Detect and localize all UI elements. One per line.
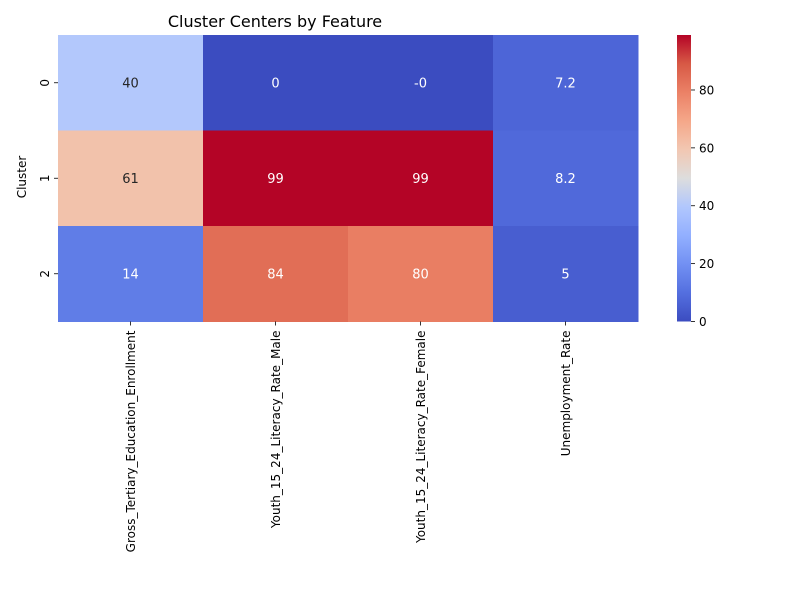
x-tick-label: Unemployment_Rate (559, 331, 573, 457)
heatmap-cell (493, 130, 639, 227)
y-tick-label: 1 (38, 174, 52, 182)
heatmap-cell (203, 35, 349, 131)
heatmap-cell (58, 130, 204, 227)
colorbar: 0 20 40 60 80 (677, 35, 714, 329)
heatmap-cell (203, 130, 349, 227)
heatmap-cell (348, 130, 494, 227)
cell-annotation: 61 (122, 172, 139, 187)
x-tick-label: Youth_15_24_Literacy_Rate_Female (414, 331, 428, 545)
x-axis-ticks: Gross_Tertiary_Education_Enrollment Youth… (124, 321, 573, 552)
cell-annotation: 8.2 (555, 172, 576, 187)
cell-annotations: 40 0 -0 7.2 61 99 99 8.2 14 84 80 5 (122, 76, 576, 282)
y-axis-label: Cluster (15, 156, 29, 199)
y-tick-label: 0 (38, 79, 52, 87)
colorbar-tick-label: 80 (699, 83, 714, 97)
chart-title: Cluster Centers by Feature (168, 12, 382, 31)
heatmap-cells (58, 35, 639, 322)
cell-annotation: 40 (122, 76, 139, 91)
cell-annotation: 80 (412, 267, 429, 282)
heatmap-cell (348, 35, 494, 131)
x-tick-label: Gross_Tertiary_Education_Enrollment (124, 330, 138, 552)
heatmap-cell (58, 35, 204, 131)
heatmap-cell (58, 226, 204, 322)
colorbar-tick-label: 0 (699, 315, 707, 329)
y-tick-label: 2 (38, 270, 52, 278)
heatmap-cell (348, 226, 494, 322)
heatmap-cell (493, 35, 639, 131)
colorbar-tick-label: 20 (699, 257, 714, 271)
colorbar-tick-label: 60 (699, 141, 714, 155)
cell-annotation: 99 (267, 172, 284, 187)
colorbar-tick-label: 40 (699, 199, 714, 213)
heatmap-cell (493, 226, 639, 322)
heatmap-cell (203, 226, 349, 322)
cell-annotation: 99 (412, 172, 429, 187)
colorbar-gradient (677, 35, 691, 322)
cell-annotation: -0 (414, 76, 427, 91)
cell-annotation: 14 (122, 267, 139, 282)
y-axis-ticks: 0 1 2 (38, 79, 58, 278)
cell-annotation: 0 (271, 76, 279, 91)
cell-annotation: 5 (561, 267, 569, 282)
cell-annotation: 84 (267, 267, 284, 282)
x-tick-label: Youth_15_24_Literacy_Rate_Male (269, 331, 283, 530)
cell-annotation: 7.2 (555, 76, 576, 91)
